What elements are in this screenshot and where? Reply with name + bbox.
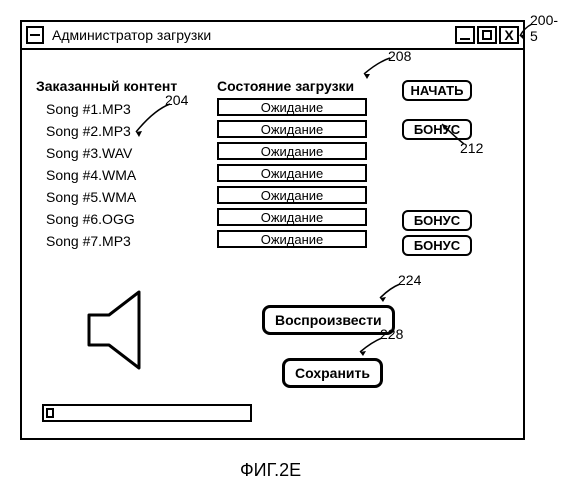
- save-button[interactable]: Сохранить: [282, 358, 383, 388]
- status-box: Ожидание: [217, 230, 367, 248]
- play-button[interactable]: Воспроизвести: [262, 305, 395, 335]
- bonus-button[interactable]: БОНУС: [402, 119, 472, 140]
- figure-label: ФИГ.2E: [240, 460, 301, 481]
- content-list: Song #1.MP3 Song #2.MP3 Song #3.WAV Song…: [46, 98, 136, 252]
- status-box: Ожидание: [217, 98, 367, 116]
- speaker-icon: [84, 290, 154, 375]
- content-header: Заказанный контент: [36, 78, 177, 94]
- status-box: Ожидание: [217, 142, 367, 160]
- list-item: Song #3.WAV: [46, 142, 136, 164]
- status-box: Ожидание: [217, 208, 367, 226]
- list-item: Song #5.WMA: [46, 186, 136, 208]
- minimize-button[interactable]: [455, 26, 475, 44]
- system-menu-icon[interactable]: [26, 26, 44, 44]
- list-item: Song #7.MP3: [46, 230, 136, 252]
- client-area: Заказанный контент Состояние загрузки So…: [22, 50, 523, 438]
- list-item: Song #1.MP3: [46, 98, 136, 120]
- callout-200: 200-5: [530, 12, 563, 44]
- callout-212: 212: [460, 140, 483, 156]
- list-item: Song #6.OGG: [46, 208, 136, 230]
- bonus-button[interactable]: БОНУС: [402, 210, 472, 231]
- start-button[interactable]: НАЧАТЬ: [402, 80, 472, 101]
- list-item: Song #2.MP3: [46, 120, 136, 142]
- status-list: Ожидание Ожидание Ожидание Ожидание Ожид…: [217, 98, 367, 252]
- status-box: Ожидание: [217, 186, 367, 204]
- right-buttons: НАЧАТЬ БОНУС БОНУС БОНУС: [402, 80, 492, 260]
- close-button[interactable]: X: [499, 26, 519, 44]
- window: Администратор загрузки X Заказанный конт…: [20, 20, 525, 440]
- progress-thumb[interactable]: [46, 408, 54, 418]
- bonus-button[interactable]: БОНУС: [402, 235, 472, 256]
- maximize-button[interactable]: [477, 26, 497, 44]
- titlebar: Администратор загрузки X: [22, 22, 523, 50]
- status-box: Ожидание: [217, 164, 367, 182]
- callout-224: 224: [398, 272, 421, 288]
- progress-bar[interactable]: [42, 404, 252, 422]
- window-title: Администратор загрузки: [52, 27, 453, 43]
- status-box: Ожидание: [217, 120, 367, 138]
- callout-208: 208: [388, 48, 411, 64]
- callout-228: 228: [380, 326, 403, 342]
- status-header: Состояние загрузки: [217, 78, 354, 94]
- callout-204: 204: [165, 92, 188, 108]
- list-item: Song #4.WMA: [46, 164, 136, 186]
